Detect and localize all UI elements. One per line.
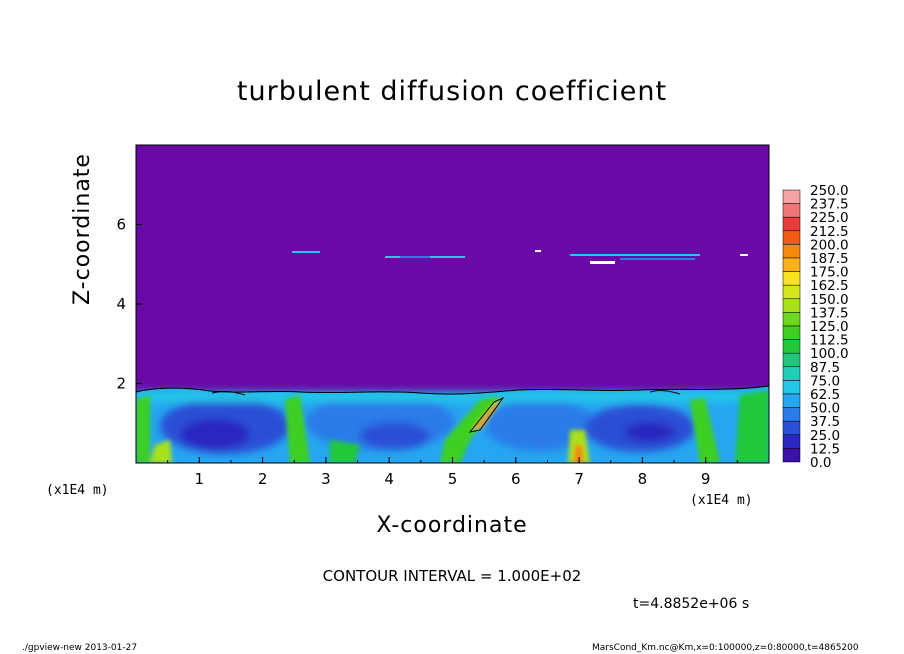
colorbar-label: 62.5 <box>810 387 840 403</box>
colorbar-label: 50.0 <box>810 401 840 417</box>
colorbar-label: 150.0 <box>810 292 849 308</box>
colorbar-label: 100.0 <box>810 346 849 362</box>
colorbar-label: 175.0 <box>810 265 849 281</box>
colorbar-label: 12.5 <box>810 441 840 457</box>
colorbar-label: 200.0 <box>810 237 849 253</box>
colorbar-label: 250.0 <box>810 183 849 199</box>
colorbar-swatch <box>782 298 801 313</box>
colorbar-swatch <box>782 284 801 300</box>
colorbar-label: 112.5 <box>810 333 849 349</box>
colorbar-swatch <box>782 434 801 449</box>
x-tick-label: 5 <box>448 470 458 488</box>
colorbar-swatch <box>782 352 801 368</box>
colorbar-swatch <box>782 244 801 259</box>
x-tick-label: 1 <box>195 470 205 488</box>
colorbar-label: 37.5 <box>810 414 840 430</box>
colorbar-swatch <box>782 339 801 354</box>
x-unit-label-right: (x1E4 m) <box>690 493 753 508</box>
colorbar-swatch <box>782 216 801 232</box>
colorbar-label: 0.0 <box>810 455 831 471</box>
colorbar-swatch <box>782 393 801 408</box>
colorbar-label: 125.0 <box>810 319 849 335</box>
colorbar-swatch <box>782 448 801 463</box>
colorbar-swatch <box>782 257 801 272</box>
y-axis-label: Z-coordinate <box>70 153 95 305</box>
contour-interval: CONTOUR INTERVAL = 1.000E+02 <box>322 567 582 585</box>
colorbar-label: 162.5 <box>810 278 849 294</box>
colorbar-swatch <box>782 203 801 218</box>
colorbar-swatch <box>782 271 801 286</box>
colorbar-swatch <box>782 380 801 395</box>
time-stamp: t=4.8852e+06 s <box>633 596 750 612</box>
colorbar-label: 25.0 <box>810 428 840 444</box>
colorbar-label: 212.5 <box>810 224 849 240</box>
y-tick-label: 2 <box>116 375 126 393</box>
colorbar-label: 87.5 <box>810 360 840 376</box>
colorbar: 250.0237.5225.0212.5200.0187.5175.0162.5… <box>782 183 849 471</box>
colorbar-label: 237.5 <box>810 197 849 213</box>
colorbar-swatch <box>782 312 801 327</box>
x-tick-label: 3 <box>321 470 331 488</box>
x-tick-label: 8 <box>638 470 648 488</box>
x-unit-label-left: (x1E4 m) <box>46 483 109 498</box>
colorbar-swatch <box>782 325 801 340</box>
colorbar-label: 75.0 <box>810 373 840 389</box>
colorbar-swatch <box>782 366 801 381</box>
x-tick-label: 2 <box>258 470 268 488</box>
colorbar-swatch <box>782 230 801 245</box>
y-axis-ticks: 2 4 6 <box>116 216 142 393</box>
x-tick-label: 7 <box>574 470 584 488</box>
x-tick-label: 4 <box>384 470 394 488</box>
heatmap-field <box>136 250 769 463</box>
x-axis-label: X-coordinate <box>376 513 528 538</box>
colorbar-swatch <box>782 420 801 436</box>
y-tick-label: 4 <box>116 295 126 313</box>
colorbar-swatch <box>782 407 801 422</box>
colorbar-label: 137.5 <box>810 305 849 321</box>
y-tick-label: 6 <box>116 216 126 234</box>
footer-left: ./gpview-new 2013-01-27 <box>22 643 138 653</box>
chart-title: turbulent diffusion coefficient <box>236 76 668 107</box>
footer-right: MarsCond_Km.nc@Km,x=0:100000,z=0:80000,t… <box>592 643 859 653</box>
x-tick-label: 6 <box>511 470 521 488</box>
colorbar-label: 187.5 <box>810 251 849 267</box>
colorbar-label: 225.0 <box>810 210 849 226</box>
x-tick-label: 9 <box>701 470 711 488</box>
colorbar-swatch <box>782 189 801 204</box>
x-axis-ticks: 1 2 3 4 5 6 7 8 9 <box>135 457 770 488</box>
